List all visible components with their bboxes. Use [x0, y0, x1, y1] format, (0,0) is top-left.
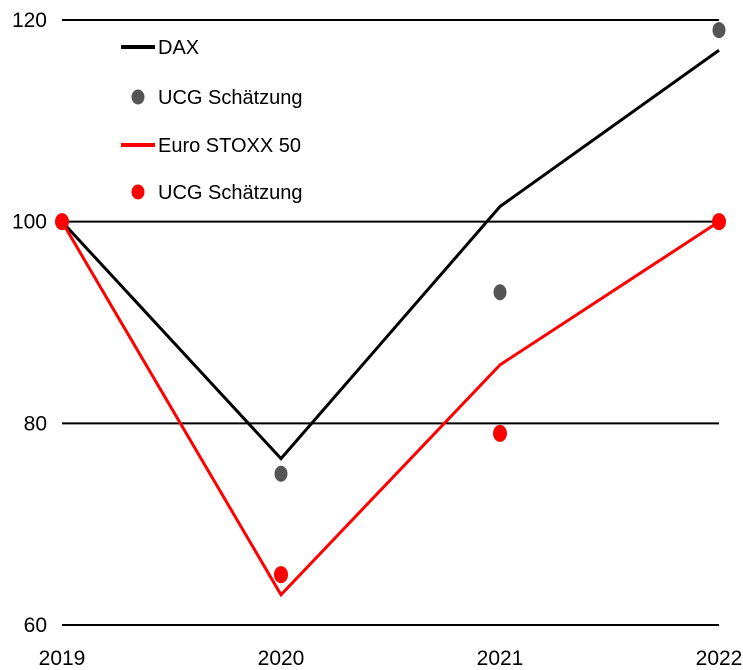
x-tick-label-2022: 2022	[696, 647, 743, 670]
y-axis-ticks: 60 80 100 120	[12, 9, 47, 637]
legend-dot-swatch-1	[131, 89, 145, 105]
y-tick-label-60: 60	[24, 614, 47, 637]
series-1-point-2020	[274, 465, 288, 482]
series-1-point-2022	[712, 22, 726, 39]
y-tick-label-100: 100	[12, 211, 47, 234]
y-tick-label-120: 120	[12, 9, 47, 32]
legend-label-0: DAX	[158, 37, 199, 59]
series-1-point-2021	[493, 284, 507, 301]
x-tick-label-2020: 2020	[258, 647, 305, 670]
legend-label-3: UCG Schätzung	[158, 182, 303, 204]
series-3-point-2020	[274, 566, 288, 584]
legend-label-2: Euro STOXX 50	[158, 135, 301, 157]
gridlines	[62, 19, 719, 626]
x-tick-label-2019: 2019	[39, 647, 86, 670]
y-tick-label-80: 80	[24, 412, 47, 435]
legend-dot-swatch-3	[131, 184, 145, 200]
series-line-2	[60, 220, 720, 598]
series-3-point-2021	[493, 424, 507, 442]
legend: DAX UCG Schätzung Euro STOXX 50 UCG Schätzu…	[121, 37, 303, 204]
series-line-0	[60, 49, 720, 461]
series-3-point-2022	[712, 213, 726, 231]
x-tick-label-2021: 2021	[477, 647, 524, 670]
x-axis-ticks: 2019 2020 2021 2022	[39, 647, 743, 670]
series-3-point-2019	[55, 213, 69, 231]
plot-area	[55, 22, 726, 598]
legend-label-1: UCG Schätzung	[158, 87, 303, 109]
